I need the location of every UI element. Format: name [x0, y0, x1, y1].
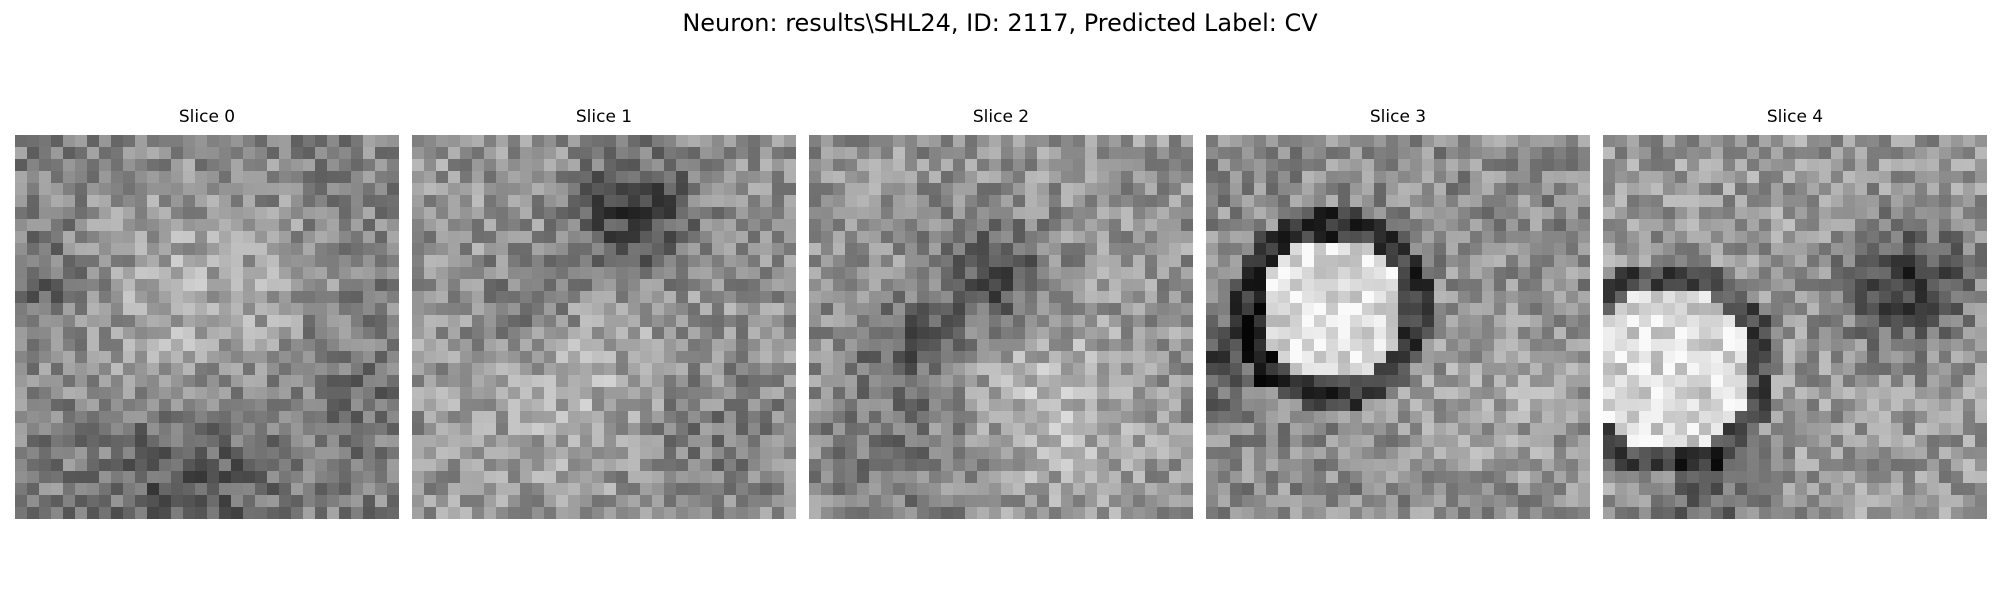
- slice-image-2: [809, 135, 1193, 519]
- slice-title-0: Slice 0: [178, 107, 236, 127]
- slice-panel-0: Slice 0: [15, 105, 399, 519]
- slice-image-1: [412, 135, 796, 519]
- slice-title-3: Slice 3: [1369, 107, 1427, 127]
- slice-panel-4: Slice 4: [1603, 105, 1987, 519]
- slice-panel-3: Slice 3: [1206, 105, 1590, 519]
- slice-title-4: Slice 4: [1766, 107, 1824, 127]
- slice-image-3: [1206, 135, 1590, 519]
- slice-title-1: Slice 1: [575, 107, 633, 127]
- slice-title-2: Slice 2: [972, 107, 1030, 127]
- slice-panel-1: Slice 1: [412, 105, 796, 519]
- slice-image-0: [15, 135, 399, 519]
- slice-image-4: [1603, 135, 1987, 519]
- slice-panel-2: Slice 2: [809, 105, 1193, 519]
- figure-title: Neuron: results\SHL24, ID: 2117, Predict…: [682, 9, 1318, 37]
